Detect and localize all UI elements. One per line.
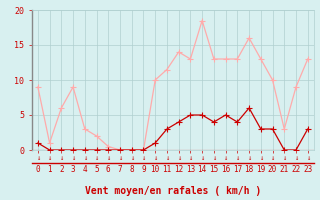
Text: ↓: ↓ (235, 155, 239, 161)
Text: ↓: ↓ (130, 155, 134, 161)
Text: 20: 20 (268, 166, 277, 174)
Text: ↓: ↓ (223, 155, 228, 161)
Text: 10: 10 (151, 166, 160, 174)
Text: ↓: ↓ (259, 155, 263, 161)
Text: 3: 3 (71, 166, 76, 174)
Text: ↓: ↓ (200, 155, 204, 161)
Text: ↓: ↓ (212, 155, 216, 161)
Text: 2: 2 (59, 166, 64, 174)
Text: ↓: ↓ (153, 155, 157, 161)
Text: 16: 16 (221, 166, 230, 174)
Text: 13: 13 (186, 166, 195, 174)
Text: 8: 8 (129, 166, 134, 174)
Text: 17: 17 (233, 166, 242, 174)
Text: ↓: ↓ (270, 155, 275, 161)
Text: 11: 11 (162, 166, 172, 174)
Text: ↓: ↓ (59, 155, 63, 161)
Text: ↓: ↓ (94, 155, 99, 161)
Text: ↓: ↓ (47, 155, 52, 161)
Text: ↓: ↓ (83, 155, 87, 161)
Text: ↓: ↓ (106, 155, 110, 161)
Text: 21: 21 (280, 166, 289, 174)
Text: 23: 23 (303, 166, 312, 174)
Text: 22: 22 (292, 166, 300, 174)
Text: ↓: ↓ (118, 155, 122, 161)
Text: 18: 18 (244, 166, 254, 174)
Text: ↓: ↓ (294, 155, 298, 161)
Text: 5: 5 (94, 166, 99, 174)
Text: ↓: ↓ (282, 155, 286, 161)
Text: 15: 15 (209, 166, 219, 174)
Text: Vent moyen/en rafales ( km/h ): Vent moyen/en rafales ( km/h ) (85, 186, 261, 196)
Text: 1: 1 (47, 166, 52, 174)
Text: 6: 6 (106, 166, 111, 174)
Text: 0: 0 (36, 166, 40, 174)
Text: 7: 7 (118, 166, 122, 174)
Text: 9: 9 (141, 166, 146, 174)
Text: 14: 14 (197, 166, 207, 174)
Text: 12: 12 (174, 166, 183, 174)
Text: ↓: ↓ (188, 155, 193, 161)
Text: ↓: ↓ (71, 155, 75, 161)
Text: ↓: ↓ (165, 155, 169, 161)
Text: ↓: ↓ (306, 155, 310, 161)
Text: 4: 4 (83, 166, 87, 174)
Text: ↓: ↓ (141, 155, 146, 161)
Text: ↓: ↓ (247, 155, 251, 161)
Text: ↓: ↓ (36, 155, 40, 161)
Text: 19: 19 (256, 166, 265, 174)
Text: ↓: ↓ (177, 155, 181, 161)
